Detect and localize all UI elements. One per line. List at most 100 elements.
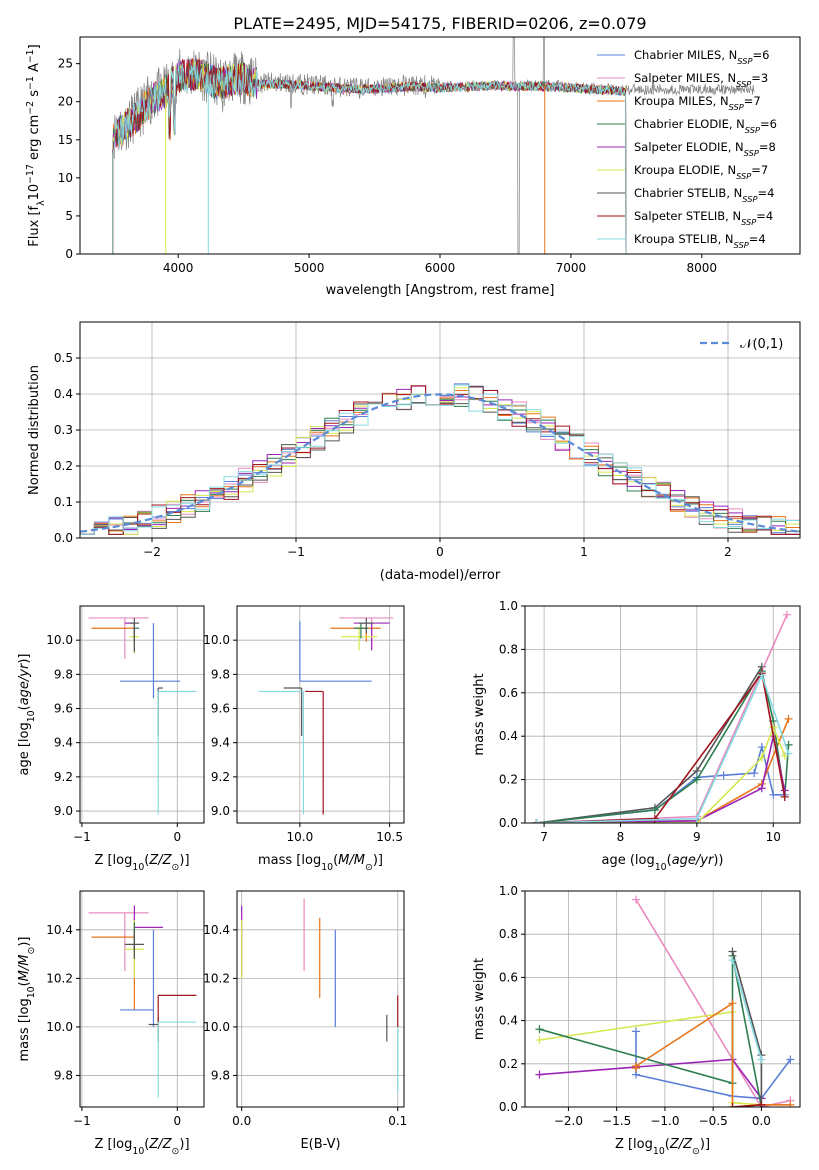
mass-weight-marker [728,947,737,956]
axes-frame [524,890,801,1108]
mass-weight-marker [769,790,778,799]
x-tick-label: 8000 [687,261,718,275]
y-tick-label: 1.0 [499,884,518,898]
x-axis-label-part: ⊙ [365,862,373,873]
mass-weight-marker [750,769,759,778]
x-axis-label: mass [log10(M/M⊙)] [258,853,383,873]
mass-weight-marker [692,775,701,784]
x-axis-label-part: )] [373,853,383,868]
legend-label-part: Kroupa ELODIE, N [634,163,736,177]
legend-label-part: Salpeter STELIB, N [634,209,741,223]
mass-weight-marker [728,956,737,965]
legend-label-part: SSP [744,148,759,158]
x-axis-label-part: age (log [601,853,654,868]
panel-age_vs_mass: 10.0 10.5 9.0 9.2 9.4 9.6 9.8 10.0 mass [log10(M… [203,605,405,873]
y-tick-label: 0.0 [54,531,73,545]
y-axis-label-part: 10 [26,710,37,722]
x-axis-label: Z [log10(Z/Z⊙)] [615,1137,710,1157]
y-tick-label: 10.0 [46,1020,73,1034]
x-tick-label: 8 [617,830,625,844]
y-axis-label-part: −17 [25,164,36,184]
x-tick-label: −1 [73,830,91,844]
y-tick-label: 9.4 [211,736,230,750]
y-tick-label: 0.4 [54,387,73,401]
x-tick-label: 0.1 [388,1114,407,1128]
y-tick-label: 0.8 [499,927,518,941]
plot-area-mass_weight_vs_age [532,610,793,823]
mass-weight-marker [786,1100,795,1107]
x-axis-label-part: ( [333,853,338,868]
x-axis-label-part: 10 [132,1146,144,1157]
y-tick-label: 9.4 [54,736,73,750]
mass-weight-marker [757,671,766,680]
mass-weight-line [731,959,763,1060]
y-axis-label-part: 10 [26,986,37,998]
legend-label-part: =4 [749,232,766,246]
x-tick-label: 9 [693,830,701,844]
mass-weight-marker [650,805,659,814]
mass-weight-marker [631,1061,640,1070]
mass-weight-marker [535,1036,544,1045]
y-axis-label-part: ( [17,705,32,710]
mass-weight-marker [769,723,778,732]
x-tick-label: 1 [580,545,588,559]
x-axis-label-part: ( [144,1137,149,1152]
plot-area-age_vs_mass [258,617,394,815]
x-axis-label-part: Z [log [94,1137,132,1152]
legend-label-part: SSP [745,125,760,135]
y-axis-label-part: 10 [27,184,42,201]
mass-weight-marker [786,1055,795,1064]
mass-weight-marker [719,771,728,780]
x-axis-label-part: Z/Z [148,1137,172,1152]
x-axis-label-part: Z [log [615,1137,653,1152]
legend-label-part: Salpeter ELODIE, N [634,140,744,154]
legend-label-part: SSP [736,79,751,89]
panel-mass_weight_vs_Z: −2.0 −1.5 −1.0 −0.5 0.0 0.0 0.2 0.4 0.6 0.8 1.0 Z [… [472,884,801,1157]
y-tick-label: 9.6 [54,702,73,716]
mass-weight-marker [650,814,659,823]
x-axis-label: E(B-V) [300,1137,340,1152]
x-axis-label: Z [log10(Z/Z⊙)] [94,853,189,873]
x-axis-label-part: 10 [132,862,144,873]
y-tick-label: 0.0 [499,1100,518,1114]
x-tick-label: 7 [540,830,548,844]
y-tick-label: 25 [58,57,73,71]
plot-area-spectrum [112,37,755,254]
plot-area-age_vs_Z [88,617,197,815]
x-axis-label-part: ( [144,853,149,868]
residual-histogram [80,384,800,538]
y-tick-label: 10.0 [203,1020,230,1034]
chart-layer: 4000 5000 6000 7000 80000510152025wavelength… [17,36,801,1157]
x-tick-label: 0 [173,830,181,844]
y-axis-label-part: age [log [17,722,32,775]
panel-mass_vs_Z: −1 09.810.010.210.4Z [log10(Z/Z⊙)]mass [l… [17,890,205,1157]
x-axis-label: age (log10(age/yr)) [601,853,723,873]
mass-weight-marker [757,1055,766,1064]
legend-label-part: =6 [752,48,769,62]
figure-title: PLATE=2495, MJD=54175, FIBERID=0206, z=0… [233,14,646,33]
legend-label-part: =4 [757,186,774,200]
y-axis-label: Normed distribution [27,365,42,495]
mass-weight-line [635,899,791,1107]
x-tick-label: 0.0 [232,1114,251,1128]
y-tick-label: 10.0 [203,633,230,647]
legend-label: Kroupa MILES, NSSP=7 [634,94,761,112]
y-tick-label: 10.4 [203,923,230,937]
legend-label-part: SSP [729,102,744,112]
x-tick-label: 2 [724,545,732,559]
y-axis-label: Flux [fλ10−17 erg cm−2 s−1 A−1] [25,44,47,246]
x-tick-label: 10 [766,830,781,844]
plot-area-mass_vs_Z [88,905,197,1098]
x-axis-label-part: 10 [321,862,333,873]
x-axis-label-part: )) [713,853,723,868]
plot-area-mass_weight_vs_Z [535,895,795,1107]
y-tick-label: 5 [65,209,73,223]
x-axis-label-part: )] [179,853,189,868]
axes-frame [79,890,205,1108]
mass-weight-line [536,725,786,823]
x-tick-label: −1.0 [650,1114,679,1128]
x-tick-label: 10.0 [286,830,313,844]
x-tick-label: −0.5 [699,1114,728,1128]
legend-label-part: =6 [760,117,777,131]
